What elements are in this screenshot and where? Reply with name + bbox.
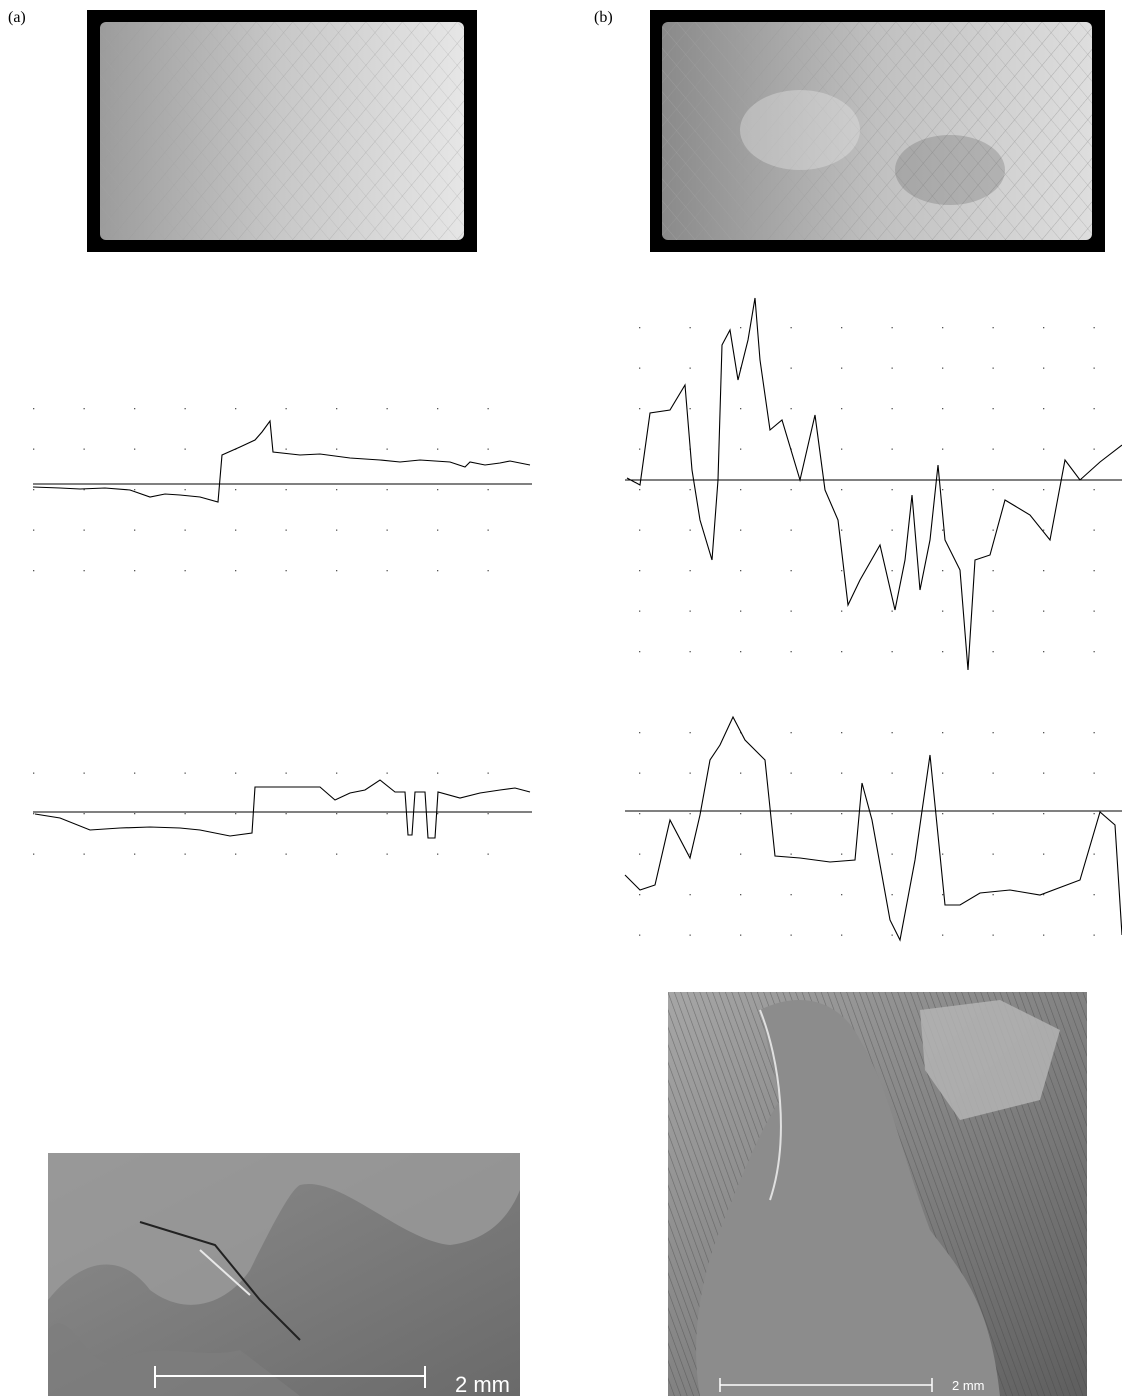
scale-bar-label: 2 mm	[952, 1378, 985, 1393]
profile-a2	[33, 767, 533, 857]
surface-image-b	[650, 10, 1105, 252]
scale-bar-label: 2 mm	[455, 1372, 510, 1396]
profile-b2	[624, 715, 1122, 942]
profile-b1	[625, 297, 1122, 671]
panel-label: (b)	[594, 9, 613, 26]
sem-image-a: 2 mm	[48, 1153, 520, 1396]
profile-a1	[32, 400, 533, 595]
surface-image-a	[87, 10, 477, 252]
sem-image-b: 2 mm	[668, 992, 1087, 1396]
panel-label: (a)	[8, 9, 26, 26]
